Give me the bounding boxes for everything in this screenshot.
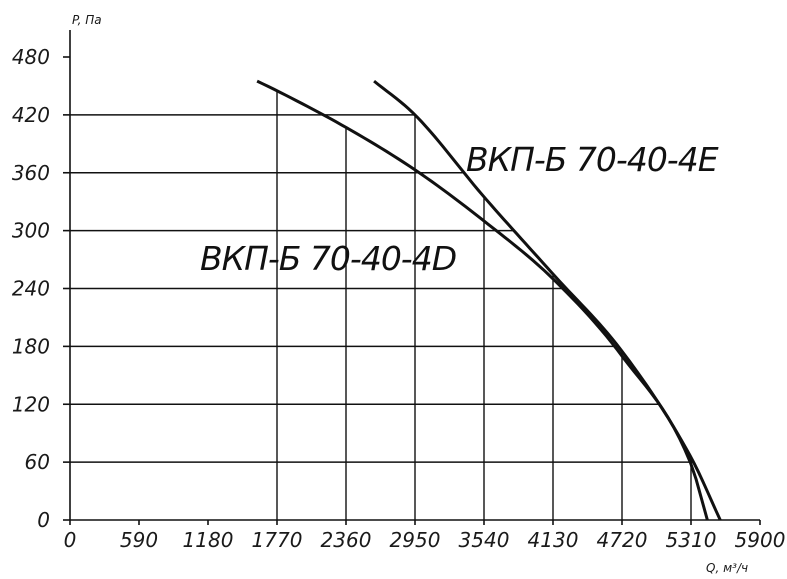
x-tick-label-0: 0 xyxy=(64,528,77,552)
y-tick-label-6: 360 xyxy=(12,161,50,185)
y-tick-label-1: 60 xyxy=(25,450,50,474)
x-tick-label-6: 3540 xyxy=(459,528,510,552)
x-tick-label-4: 2360 xyxy=(321,528,372,552)
y-tick-label-2: 120 xyxy=(12,392,50,416)
x-tick-label-2: 1180 xyxy=(183,528,234,552)
y-tick-label-0: 0 xyxy=(37,508,50,532)
y-tick-label-4: 240 xyxy=(12,277,50,301)
x-tick-label-3: 1770 xyxy=(252,528,303,552)
y-tick-label-8: 480 xyxy=(12,45,50,69)
series-line-1 xyxy=(373,79,722,521)
tick-labels: 0 60 120 180 240 300 360 420 480 0 590 1180 1770 2360… xyxy=(12,45,786,552)
y-axis-label: P, Па xyxy=(72,13,102,27)
x-tick-label-9: 5310 xyxy=(666,528,717,552)
x-tick-label-8: 4720 xyxy=(597,528,648,552)
x-axis-label: Q, м³/ч xyxy=(706,561,748,575)
x-tick-label-10: 5900 xyxy=(735,528,786,552)
y-tick-label-5: 300 xyxy=(12,219,50,243)
series-label-4e: ВКП-Б 70-40-4E xyxy=(466,140,719,179)
series-layer xyxy=(256,79,722,521)
grid-layer xyxy=(70,90,694,520)
series-label-4d: ВКП-Б 70-40-4D xyxy=(200,239,456,278)
x-tick-label-7: 4130 xyxy=(528,528,579,552)
y-tick-label-3: 180 xyxy=(12,334,50,358)
x-tick-label-5: 2950 xyxy=(390,528,441,552)
y-tick-label-7: 420 xyxy=(12,103,50,127)
series-line-0 xyxy=(256,79,709,521)
x-tick-label-1: 590 xyxy=(120,528,158,552)
